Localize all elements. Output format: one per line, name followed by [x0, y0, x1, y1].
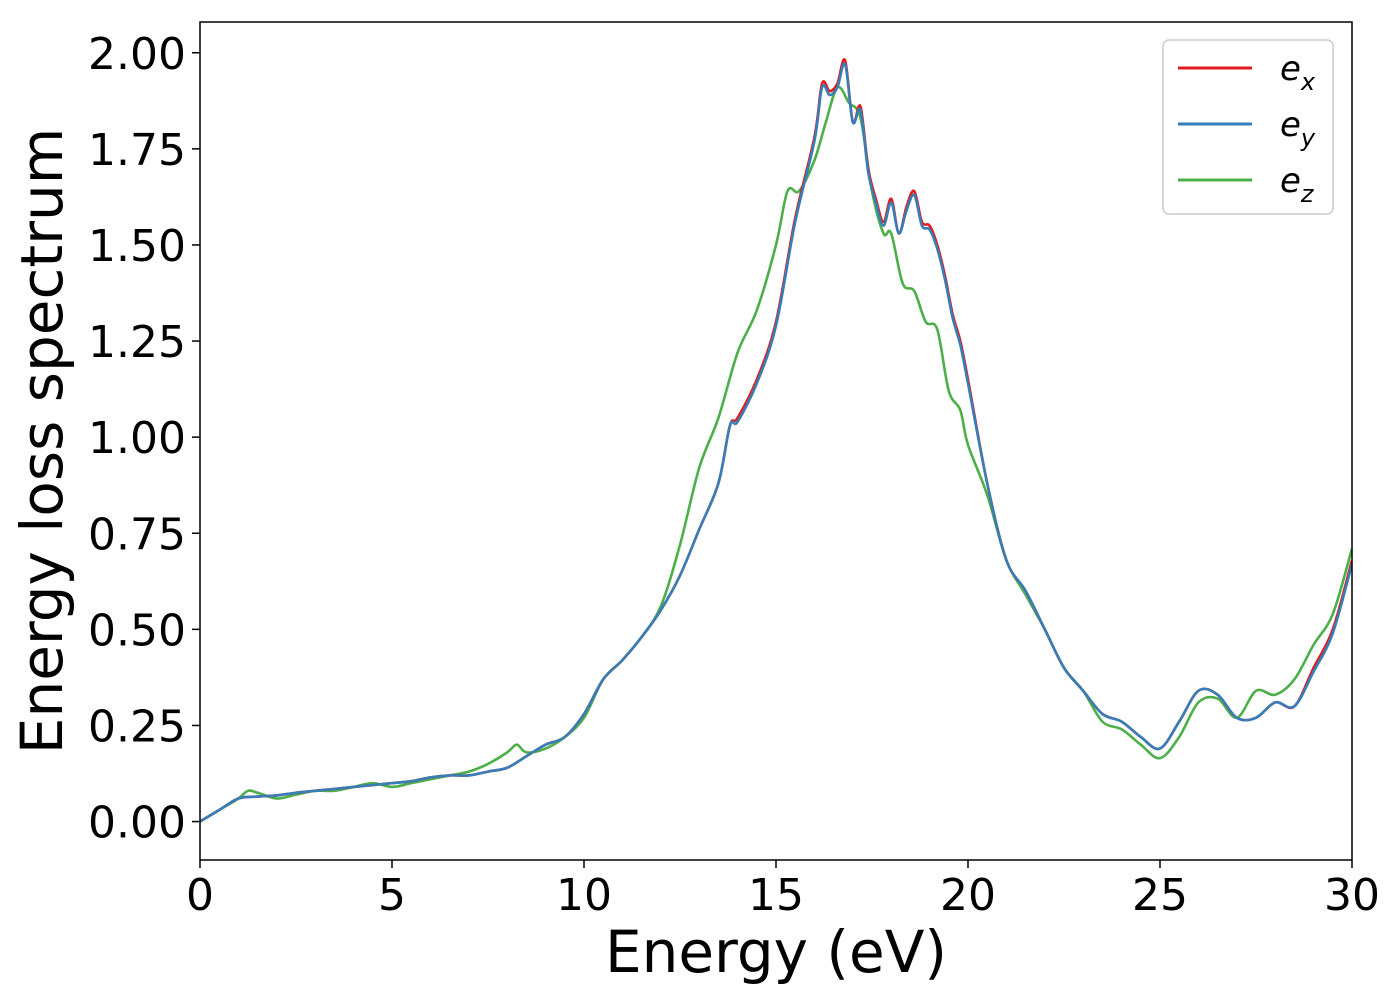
y-axis: 0.00 0.25 0.50 0.75 1.00 1.25 1.50 1.75 2.00: [88, 29, 200, 849]
x-tick-label: 30: [1324, 870, 1380, 921]
legend-label-base: e: [1280, 161, 1301, 201]
legend-label-base: e: [1280, 49, 1301, 89]
y-axis-label: Energy loss spectrum: [8, 128, 76, 754]
legend-label-subscript: y: [1300, 124, 1316, 152]
y-tick-label: 0.25: [88, 701, 186, 752]
y-tick-label: 0.00: [88, 798, 186, 849]
legend-label-ey: ey: [1280, 105, 1316, 152]
x-tick-label: 5: [378, 870, 406, 921]
x-tick-label: 0: [186, 870, 214, 921]
y-tick-label: 1.50: [88, 221, 186, 272]
x-tick-label: 10: [556, 870, 612, 921]
x-axis: 0 5 10 15 20 25 30: [186, 860, 1380, 921]
legend-label-ex: ex: [1280, 49, 1316, 96]
x-axis-label: Energy (eV): [605, 918, 947, 986]
legend-label-base: e: [1280, 105, 1301, 145]
legend-label-subscript: z: [1300, 180, 1315, 208]
y-tick-label: 1.00: [88, 413, 186, 464]
series-line-ey: [200, 62, 1352, 823]
y-tick-label: 1.75: [88, 125, 186, 176]
y-tick-label: 0.75: [88, 509, 186, 560]
x-tick-label: 20: [940, 870, 996, 921]
legend-label-subscript: x: [1300, 68, 1316, 96]
legend-box: [1162, 39, 1334, 215]
x-tick-label: 15: [748, 870, 804, 921]
legend-label-ez: ez: [1280, 161, 1315, 208]
y-tick-label: 1.25: [88, 317, 186, 368]
y-tick-label: 2.00: [88, 29, 186, 80]
series-layer: [200, 58, 1352, 823]
y-tick-label: 0.50: [88, 605, 186, 656]
x-tick-label: 25: [1132, 870, 1188, 921]
